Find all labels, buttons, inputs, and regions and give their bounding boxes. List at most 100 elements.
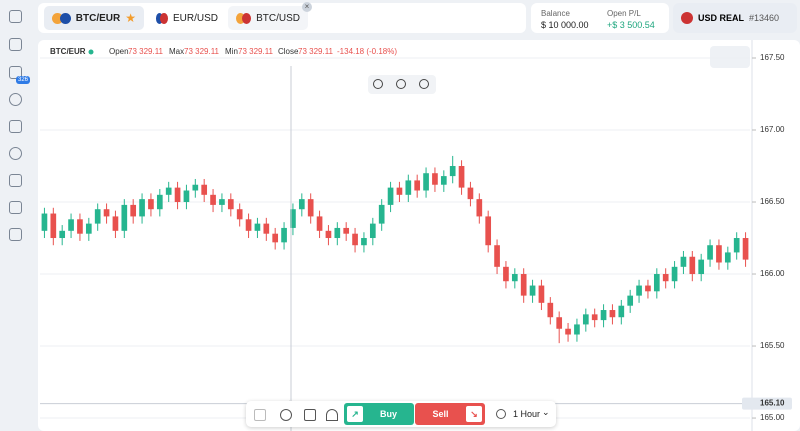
candle-body	[94, 209, 101, 224]
star[interactable]: ★	[125, 11, 136, 25]
candle-body	[458, 166, 465, 188]
candle-body	[405, 180, 412, 195]
center-button[interactable]	[373, 79, 383, 89]
candle-body	[423, 173, 429, 191]
candle-body	[156, 194, 163, 210]
candle-body	[352, 233, 358, 246]
buy-button[interactable]: ↗ Buy	[344, 403, 414, 425]
candle-body	[653, 274, 660, 292]
account-type: USD REAL	[698, 13, 745, 23]
icon[interactable]	[9, 228, 22, 241]
zoom-out[interactable]	[419, 79, 429, 89]
balance-label: Balance	[541, 9, 570, 18]
crosshair-tag	[742, 397, 792, 410]
candle-body	[174, 187, 181, 203]
candle-body	[334, 227, 341, 239]
sell-label: Sell	[432, 409, 449, 419]
y-tick-label: 167.00	[760, 125, 785, 134]
y-tick-label: 166.50	[760, 197, 785, 206]
icon[interactable]	[9, 120, 22, 133]
candle-body	[121, 204, 128, 231]
candle-body	[307, 199, 314, 217]
zoom-in[interactable]	[396, 79, 406, 89]
chart: BTC/EUR Open 73 329.11 Max 73 329.11 Min…	[40, 40, 792, 431]
candle-body	[85, 223, 92, 234]
y-tick-label: 165.00	[760, 413, 785, 422]
candle-body	[263, 223, 270, 234]
candle-body	[68, 219, 74, 231]
tool[interactable]	[254, 409, 266, 421]
candle-body	[192, 184, 199, 191]
y-tick-label: 167.50	[760, 53, 785, 62]
candle-body	[432, 173, 438, 185]
tab[interactable]: BTC/USD	[228, 6, 308, 30]
candle-body	[485, 216, 492, 246]
tool[interactable]	[304, 409, 316, 421]
chart-title: BTC/EUR	[50, 47, 86, 56]
candle-body	[547, 302, 554, 318]
icon[interactable]	[9, 147, 22, 160]
candle-body	[183, 190, 190, 203]
tab-label: EUR/USD	[172, 12, 218, 24]
candle-body	[148, 199, 154, 210]
candle-body	[503, 266, 509, 282]
candle-body	[130, 204, 137, 217]
candle-body	[254, 223, 261, 231]
candle-body	[707, 245, 713, 260]
trade-toolbar: ↗ Buy Sell ↘ 1 Hour ⌄	[246, 401, 556, 427]
interval-icon	[496, 409, 506, 419]
icon[interactable]	[9, 174, 22, 187]
candle-body	[77, 219, 83, 234]
candle-body	[361, 238, 367, 246]
pl-label: Open P/L	[607, 9, 641, 18]
candle-body	[680, 256, 687, 267]
interval[interactable]: 1 Hour	[513, 409, 541, 419]
icon[interactable]	[9, 93, 22, 106]
candle-body	[272, 233, 279, 243]
candle-body	[290, 209, 296, 228]
close-tab[interactable]: ×	[302, 2, 312, 12]
ohlc-label: Min	[225, 47, 238, 56]
candle-body	[440, 176, 447, 185]
badge: 326	[16, 76, 31, 84]
candle-body	[245, 219, 252, 231]
candle-body	[556, 317, 563, 329]
candle-body	[165, 187, 172, 195]
candle-body	[112, 216, 119, 231]
candle-body	[627, 295, 634, 306]
candle-body	[494, 245, 500, 267]
zoom-bg	[368, 75, 436, 94]
candle-body	[618, 305, 625, 318]
tab-label: BTC/EUR	[75, 12, 121, 24]
tab[interactable]: BTC/EUR ★	[44, 6, 144, 30]
ohlc-value: 73 329.11	[238, 47, 274, 56]
ohlc-change: -134.18 (-0.18%)	[337, 47, 397, 56]
tool[interactable]	[280, 409, 292, 421]
candle-body	[369, 223, 376, 239]
tab[interactable]: EUR/USD	[148, 6, 226, 30]
candle-body	[591, 314, 598, 321]
icon[interactable]	[9, 66, 22, 79]
zoom-controls	[368, 75, 436, 94]
sell-button[interactable]: Sell ↘	[415, 403, 485, 425]
candle-body	[343, 227, 350, 234]
buy-label: Buy	[379, 409, 397, 419]
panel-buttons[interactable]	[710, 46, 750, 68]
icon[interactable]	[9, 201, 22, 214]
icon[interactable]	[9, 10, 22, 23]
candle-body	[41, 213, 48, 231]
icon[interactable]	[9, 38, 22, 51]
candle-body	[662, 274, 669, 282]
tool[interactable]	[326, 409, 338, 421]
candle-body	[716, 245, 722, 263]
candle-body	[414, 180, 421, 191]
dropdown[interactable]: ⌄	[542, 407, 550, 417]
candle-body	[582, 314, 589, 325]
account[interactable]: USD REAL #13460	[673, 3, 797, 33]
candle-body	[476, 199, 483, 217]
candle-body	[210, 194, 216, 205]
candle-body	[316, 216, 323, 231]
tab-label: BTC/USD	[256, 12, 300, 24]
ohlc-value: 73 329.11	[128, 47, 164, 56]
candle-body	[378, 204, 385, 224]
